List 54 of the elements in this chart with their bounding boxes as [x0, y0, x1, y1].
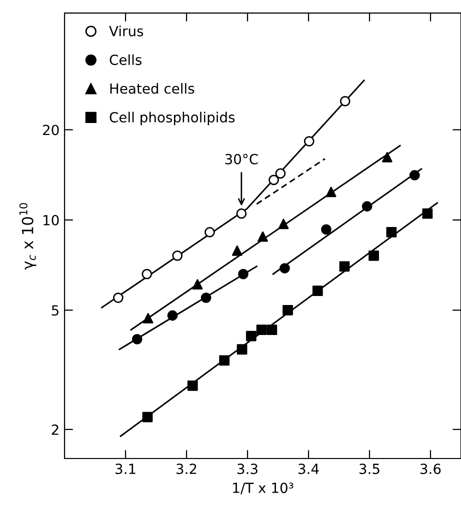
- x-tick-label: 3.6: [420, 464, 441, 474]
- y-tick-label: 10: [44, 214, 59, 226]
- point: [304, 136, 314, 146]
- point: [382, 152, 392, 162]
- point: [275, 168, 286, 179]
- legend-label: Heated cells: [110, 83, 194, 94]
- point: [386, 227, 397, 238]
- x-tick-label: 3.4: [298, 464, 319, 474]
- point: [187, 380, 198, 391]
- point: [278, 218, 289, 230]
- point: [219, 355, 230, 366]
- point: [312, 286, 323, 296]
- point: [362, 201, 372, 212]
- point: [321, 224, 332, 235]
- point: [172, 250, 183, 261]
- point: [280, 263, 290, 274]
- point: [142, 313, 154, 324]
- point: [246, 330, 256, 342]
- point: [326, 186, 336, 198]
- point: [167, 310, 178, 321]
- point: [132, 334, 142, 344]
- x-tick-label: 3.1: [116, 464, 136, 474]
- y-tick-label: 5: [52, 305, 58, 316]
- point: [113, 292, 124, 303]
- point: [368, 250, 379, 261]
- point: [422, 208, 433, 219]
- point: [282, 304, 293, 316]
- point: [142, 268, 152, 280]
- x-tick-label: 3.2: [176, 464, 196, 474]
- x-axis-title: 1/T x 10³: [233, 482, 294, 494]
- legend-label: Cells: [110, 54, 142, 66]
- legend-label: Cell phospholipids: [110, 112, 235, 126]
- annotation: 30°C: [225, 154, 258, 164]
- point: [268, 174, 279, 186]
- point: [340, 96, 350, 106]
- point: [238, 268, 248, 280]
- point: [236, 208, 247, 219]
- point: [200, 292, 212, 303]
- point: [258, 231, 268, 242]
- point: [409, 170, 420, 180]
- point: [232, 245, 242, 256]
- point: [236, 344, 248, 355]
- x-tick-label: 3.5: [360, 464, 380, 474]
- point: [204, 227, 215, 238]
- point: [142, 412, 153, 422]
- point: [192, 279, 203, 290]
- point: [256, 324, 267, 336]
- y-axis-title: γ$_{c}$ x 10$^{10}$: [19, 203, 36, 270]
- legend-label: Virus: [109, 26, 144, 36]
- point: [339, 261, 350, 272]
- y-tick-label: 2: [52, 424, 58, 435]
- x-tick-label: 3.3: [238, 464, 258, 474]
- y-tick-label: 20: [43, 124, 59, 136]
- point: [266, 324, 278, 336]
